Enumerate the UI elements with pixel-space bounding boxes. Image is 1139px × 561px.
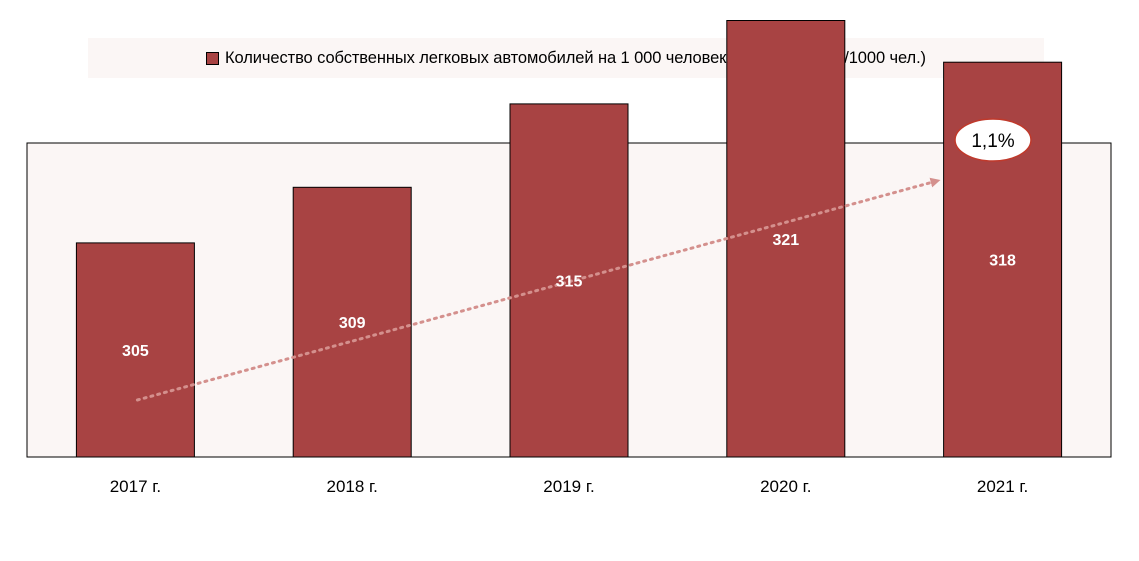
x-tick-label: 2020 г. — [760, 477, 811, 496]
bar-3 — [726, 20, 846, 458]
x-tick-label: 2018 г. — [327, 477, 378, 496]
bar-value-label: 305 — [122, 343, 149, 360]
bar-value-label: 321 — [772, 232, 799, 249]
growth-badge-label: 1,1% — [971, 131, 1014, 152]
trend-arrow — [135, 177, 941, 402]
bar-value-label: 318 — [989, 253, 1016, 270]
bar-2 — [509, 103, 629, 458]
x-tick-label: 2019 г. — [543, 477, 594, 496]
legend-swatch — [206, 51, 220, 65]
x-tick-label: 2017 г. — [110, 477, 161, 496]
bar-1 — [292, 186, 412, 458]
bar-value-label: 309 — [339, 315, 366, 332]
x-tick-label: 2021 г. — [977, 477, 1028, 496]
bar-value-label: 315 — [556, 274, 583, 291]
bar-0 — [75, 242, 195, 458]
growth-badge: 1,1% — [954, 118, 1032, 162]
legend: Количество собственных легковых автомоби… — [88, 38, 1044, 78]
